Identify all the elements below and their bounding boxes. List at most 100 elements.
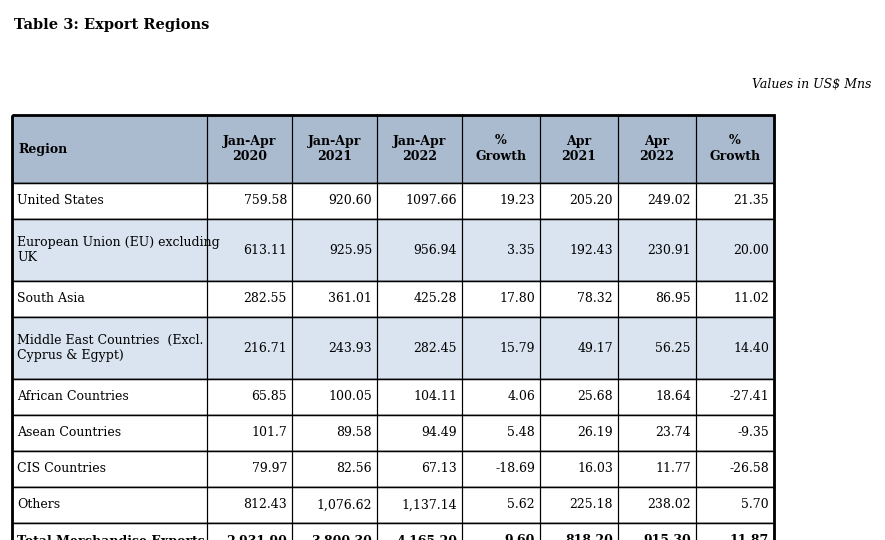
Text: Region: Region: [18, 143, 67, 156]
Text: 14.40: 14.40: [733, 341, 769, 354]
Text: 225.18: 225.18: [570, 498, 613, 511]
Text: 21.35: 21.35: [734, 194, 769, 207]
Bar: [462, 451, 540, 487]
Text: 94.49: 94.49: [421, 427, 457, 440]
Text: 5.62: 5.62: [507, 498, 535, 511]
Text: 282.55: 282.55: [243, 293, 287, 306]
Text: 216.71: 216.71: [243, 341, 287, 354]
Bar: [12, 415, 207, 451]
Text: 956.94: 956.94: [413, 244, 457, 256]
Bar: [696, 379, 774, 415]
Text: Jan-Apr
2022: Jan-Apr 2022: [393, 134, 446, 164]
Text: 243.93: 243.93: [328, 341, 372, 354]
Bar: [12, 487, 207, 523]
Text: 56.25: 56.25: [656, 341, 691, 354]
Bar: [462, 281, 540, 317]
Bar: [377, 523, 462, 540]
Bar: [12, 183, 207, 219]
Bar: [12, 317, 774, 379]
Bar: [377, 379, 462, 415]
Text: 915.30: 915.30: [643, 535, 691, 540]
Text: 19.23: 19.23: [499, 194, 535, 207]
Text: 1,137.14: 1,137.14: [402, 498, 457, 511]
Bar: [207, 317, 292, 379]
Text: 759.58: 759.58: [243, 194, 287, 207]
Bar: [377, 487, 462, 523]
Bar: [12, 219, 774, 281]
Bar: [207, 487, 292, 523]
Text: Total Merchandise Exports: Total Merchandise Exports: [17, 535, 204, 540]
Bar: [618, 219, 696, 281]
Bar: [618, 317, 696, 379]
Bar: [12, 523, 207, 540]
Text: 89.58: 89.58: [336, 427, 372, 440]
Bar: [207, 379, 292, 415]
Bar: [207, 115, 292, 183]
Text: %
Growth: % Growth: [710, 134, 760, 164]
Bar: [540, 451, 618, 487]
Text: 11.87: 11.87: [730, 535, 769, 540]
Bar: [540, 183, 618, 219]
Bar: [377, 219, 462, 281]
Bar: [292, 115, 377, 183]
Text: 2,931.90: 2,931.90: [227, 535, 287, 540]
Text: 5.70: 5.70: [742, 498, 769, 511]
Bar: [618, 183, 696, 219]
Text: Values in US$ Mns: Values in US$ Mns: [751, 78, 871, 91]
Text: 18.64: 18.64: [655, 390, 691, 403]
Text: 1097.66: 1097.66: [405, 194, 457, 207]
Text: South Asia: South Asia: [17, 293, 85, 306]
Text: 67.13: 67.13: [421, 462, 457, 476]
Text: 49.17: 49.17: [577, 341, 613, 354]
Text: 82.56: 82.56: [336, 462, 372, 476]
Text: 425.28: 425.28: [413, 293, 457, 306]
Text: 65.85: 65.85: [251, 390, 287, 403]
Bar: [292, 317, 377, 379]
Text: %
Growth: % Growth: [475, 134, 527, 164]
Text: 812.43: 812.43: [243, 498, 287, 511]
Text: 16.03: 16.03: [577, 462, 613, 476]
Bar: [207, 415, 292, 451]
Bar: [12, 115, 207, 183]
Text: Apr
2022: Apr 2022: [640, 134, 674, 164]
Text: 11.77: 11.77: [656, 462, 691, 476]
Text: 238.02: 238.02: [647, 498, 691, 511]
Bar: [12, 379, 207, 415]
Text: European Union (EU) excluding
UK: European Union (EU) excluding UK: [17, 236, 219, 264]
Bar: [377, 317, 462, 379]
Text: 282.45: 282.45: [413, 341, 457, 354]
Text: 17.80: 17.80: [499, 293, 535, 306]
Text: 4,165.20: 4,165.20: [396, 535, 457, 540]
Bar: [292, 451, 377, 487]
Text: 818.20: 818.20: [566, 535, 613, 540]
Text: -18.69: -18.69: [495, 462, 535, 476]
Bar: [292, 183, 377, 219]
Text: 9.60: 9.60: [504, 535, 535, 540]
Bar: [696, 219, 774, 281]
Bar: [377, 451, 462, 487]
Bar: [696, 317, 774, 379]
Bar: [618, 281, 696, 317]
Bar: [462, 317, 540, 379]
Bar: [377, 115, 462, 183]
Bar: [696, 183, 774, 219]
Bar: [618, 487, 696, 523]
Bar: [540, 219, 618, 281]
Text: Others: Others: [17, 498, 60, 511]
Bar: [618, 523, 696, 540]
Bar: [696, 281, 774, 317]
Text: 3,800.30: 3,800.30: [312, 535, 372, 540]
Bar: [12, 115, 774, 183]
Bar: [462, 415, 540, 451]
Text: 230.91: 230.91: [647, 244, 691, 256]
Text: United States: United States: [17, 194, 104, 207]
Text: 4.06: 4.06: [507, 390, 535, 403]
Bar: [696, 115, 774, 183]
Bar: [540, 115, 618, 183]
Bar: [292, 281, 377, 317]
Bar: [12, 115, 774, 540]
Bar: [292, 415, 377, 451]
Bar: [462, 487, 540, 523]
Bar: [12, 183, 774, 219]
Bar: [292, 219, 377, 281]
